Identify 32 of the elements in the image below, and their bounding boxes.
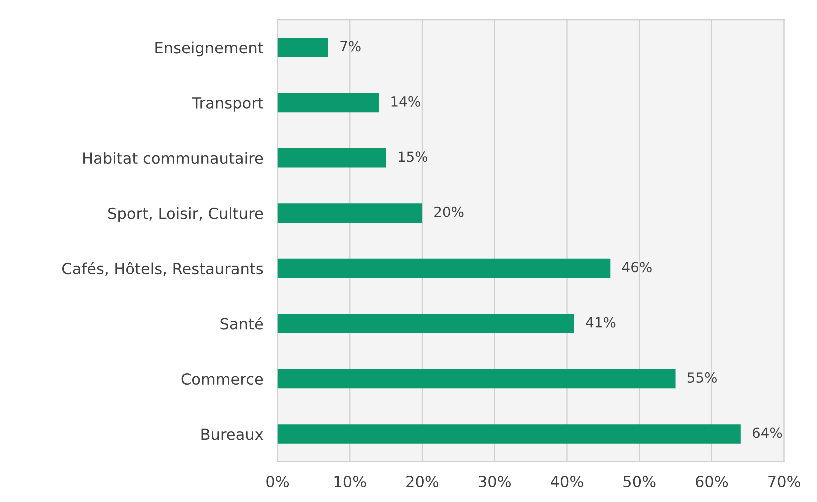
y-tick-label: Bureaux bbox=[202, 428, 264, 440]
y-tick-label: Habitat communautaire bbox=[84, 152, 264, 164]
bar bbox=[278, 369, 676, 389]
y-tick-label: Commerce bbox=[182, 373, 264, 386]
bar bbox=[278, 424, 741, 444]
data-label: 41% bbox=[586, 317, 616, 328]
data-label: 64% bbox=[752, 428, 782, 438]
bar bbox=[278, 38, 328, 58]
data-label: 7% bbox=[340, 41, 361, 52]
y-tick-label: Santé bbox=[220, 317, 264, 330]
y-tick-label: Cafés, Hôtels, Restaurants bbox=[62, 262, 264, 276]
x-tick-label: 0% bbox=[266, 476, 290, 488]
bar bbox=[278, 258, 611, 278]
y-tick-label: Sport, Loisir, Culture bbox=[108, 208, 264, 222]
data-label: 14% bbox=[392, 96, 420, 107]
x-tick-label: 40% bbox=[551, 476, 584, 488]
y-tick-label: Enseignement bbox=[156, 42, 264, 57]
bar bbox=[278, 93, 380, 113]
x-tick-label: 10% bbox=[334, 476, 366, 488]
data-label: 20% bbox=[434, 206, 464, 218]
x-tick-label: 60% bbox=[696, 476, 728, 488]
x-tick-label: 30% bbox=[479, 476, 512, 488]
bar bbox=[278, 314, 574, 334]
y-tick-label: Transport bbox=[192, 98, 264, 112]
bar bbox=[278, 204, 423, 224]
x-tick-label: 70% bbox=[768, 476, 800, 488]
bar bbox=[278, 148, 386, 168]
data-label: 55% bbox=[688, 372, 717, 384]
x-tick-label: 20% bbox=[406, 476, 439, 488]
data-label: 46% bbox=[622, 262, 652, 273]
data-label: 15% bbox=[398, 152, 428, 162]
x-tick-label: 50% bbox=[624, 476, 656, 488]
